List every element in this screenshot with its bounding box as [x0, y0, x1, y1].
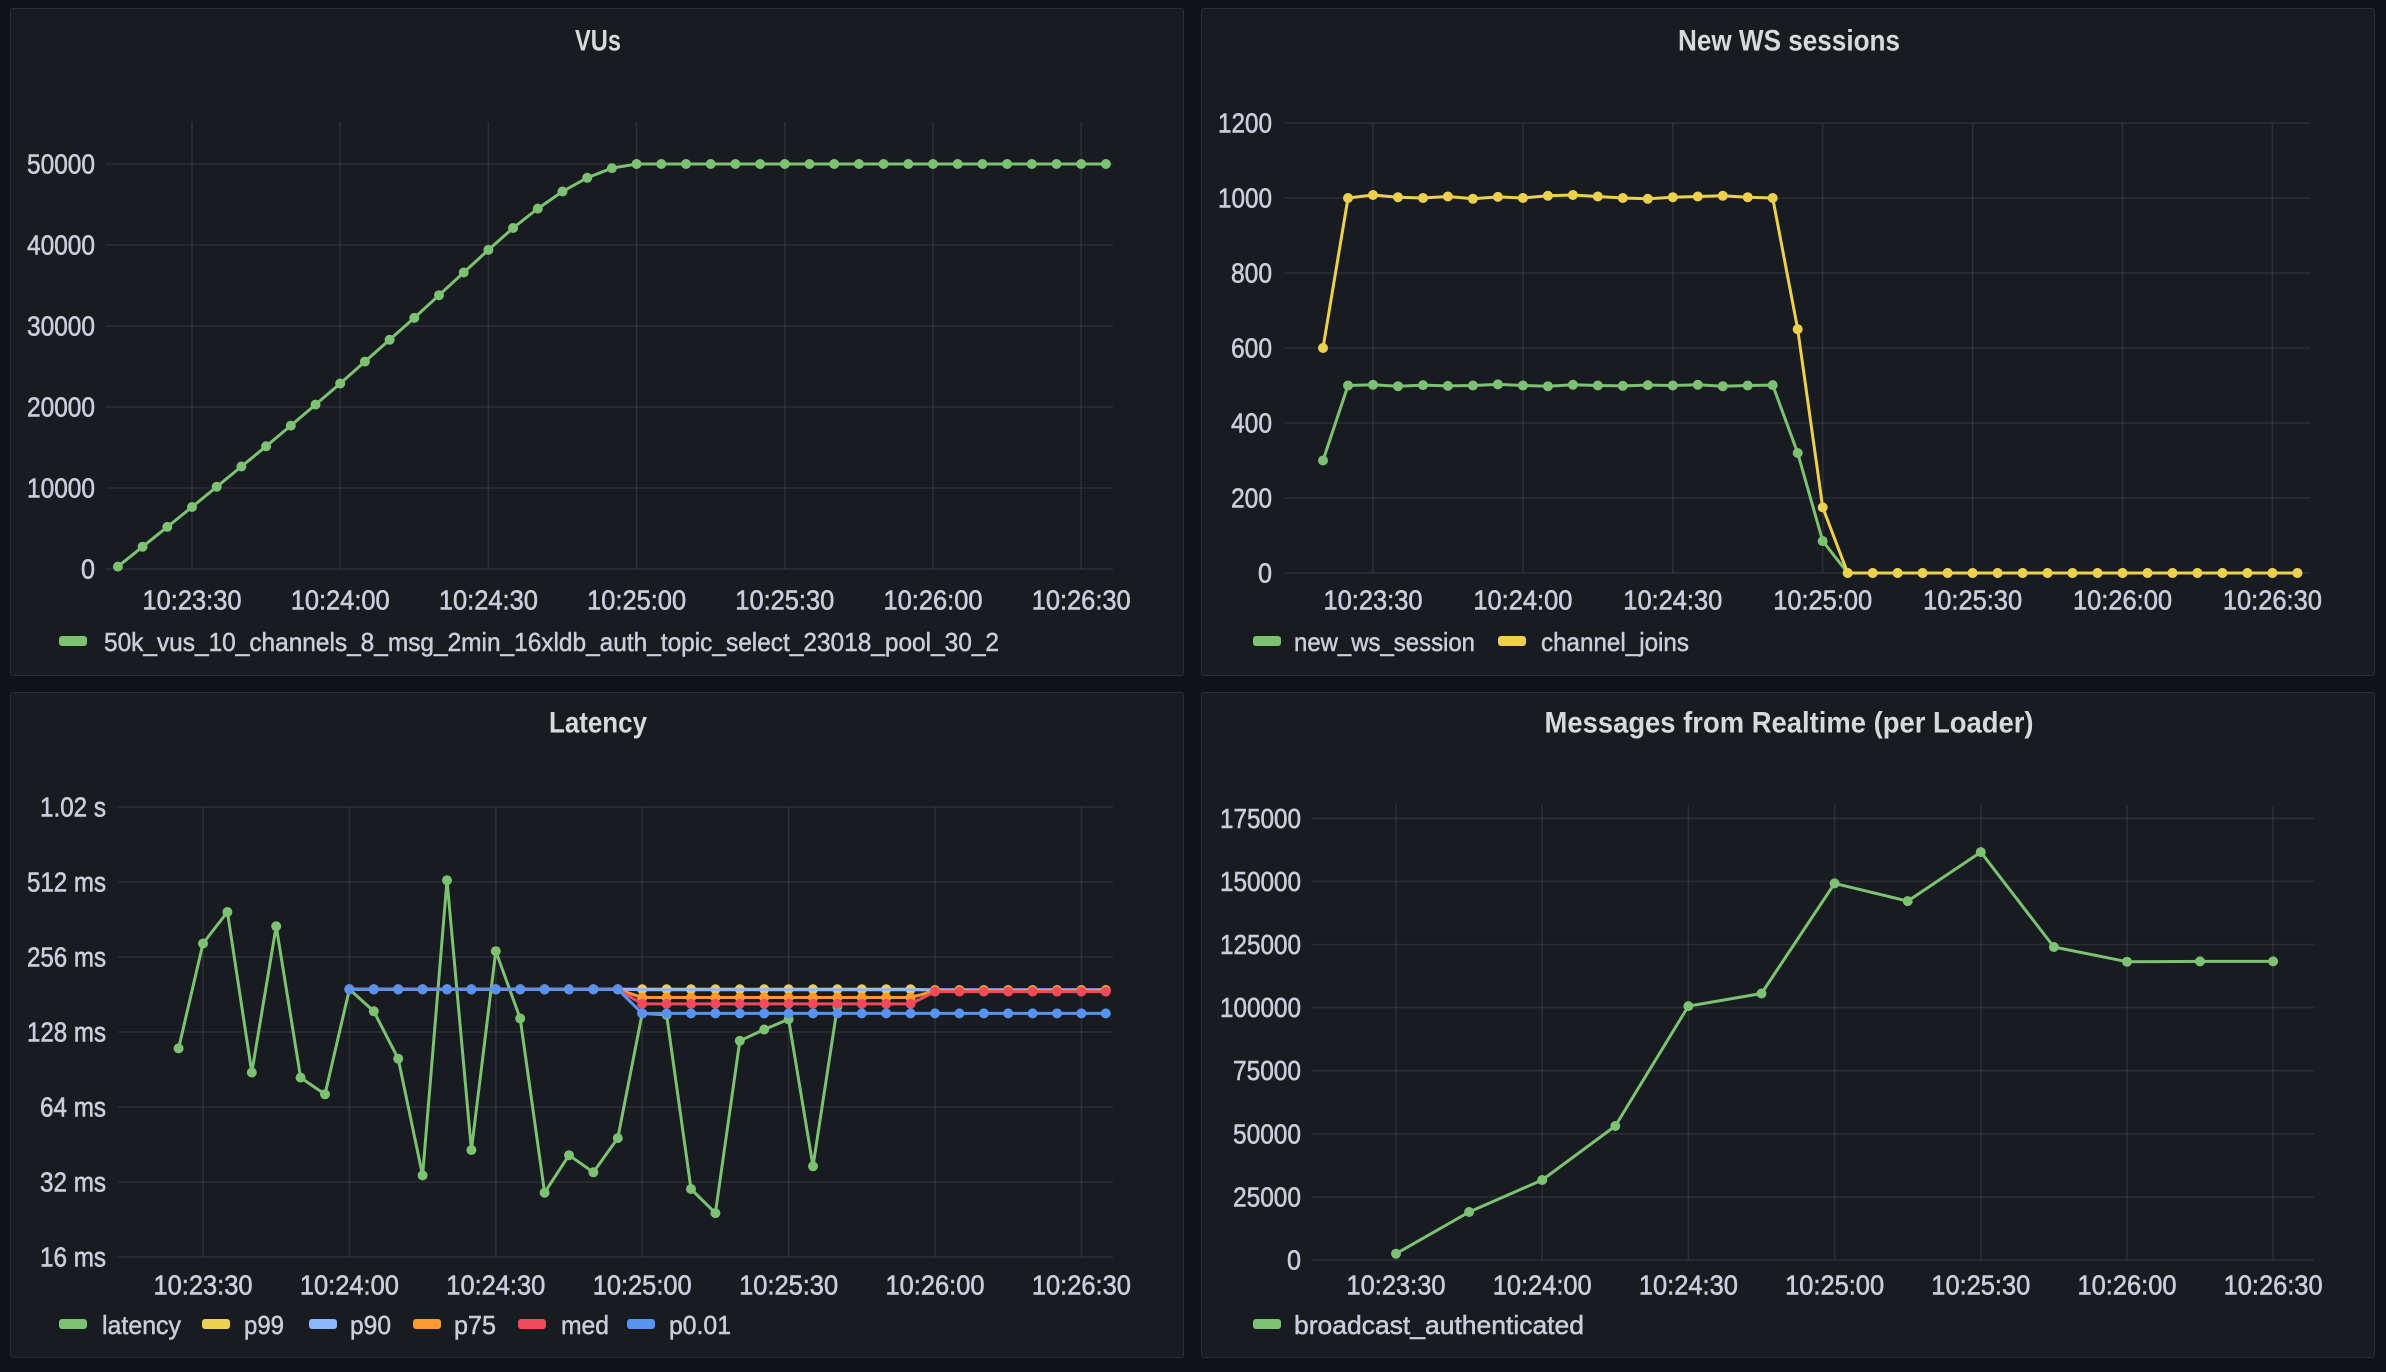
svg-text:10:23:30: 10:23:30	[143, 585, 242, 616]
svg-text:p0.01: p0.01	[669, 1310, 731, 1340]
svg-text:1200: 1200	[1218, 108, 1272, 139]
svg-text:VUs: VUs	[575, 25, 621, 58]
svg-text:10:26:30: 10:26:30	[2224, 1270, 2323, 1301]
svg-text:10:24:30: 10:24:30	[1623, 585, 1722, 616]
svg-text:40000: 40000	[27, 230, 95, 261]
svg-text:75000: 75000	[1233, 1055, 1301, 1086]
svg-text:10:25:00: 10:25:00	[587, 585, 686, 616]
svg-text:10:26:30: 10:26:30	[1032, 1270, 1131, 1301]
svg-text:800: 800	[1231, 258, 1272, 289]
svg-text:200: 200	[1231, 483, 1272, 514]
svg-text:10:25:00: 10:25:00	[593, 1270, 692, 1301]
svg-text:100000: 100000	[1220, 992, 1301, 1023]
svg-text:25000: 25000	[1233, 1181, 1301, 1212]
svg-text:10:26:00: 10:26:00	[886, 1270, 985, 1301]
svg-text:50k_vus_10_channels_8_msg_2min: 50k_vus_10_channels_8_msg_2min_16xldb_au…	[104, 627, 999, 657]
svg-text:New WS sessions: New WS sessions	[1678, 25, 1900, 58]
svg-text:10:24:30: 10:24:30	[1639, 1270, 1738, 1301]
svg-text:10:26:30: 10:26:30	[1032, 585, 1131, 616]
svg-text:10000: 10000	[27, 473, 95, 504]
svg-text:150000: 150000	[1220, 866, 1301, 897]
svg-text:10:25:30: 10:25:30	[1931, 1270, 2030, 1301]
svg-text:10:25:00: 10:25:00	[1785, 1270, 1884, 1301]
svg-text:0: 0	[1258, 558, 1272, 589]
svg-text:175000: 175000	[1220, 803, 1301, 834]
svg-text:10:24:30: 10:24:30	[446, 1270, 545, 1301]
svg-text:10:23:30: 10:23:30	[1347, 1270, 1446, 1301]
svg-text:1.02 s: 1.02 s	[40, 792, 106, 823]
svg-text:30000: 30000	[27, 311, 95, 342]
svg-text:10:24:30: 10:24:30	[439, 585, 538, 616]
svg-text:32 ms: 32 ms	[40, 1167, 106, 1198]
svg-text:50000: 50000	[1233, 1118, 1301, 1149]
svg-text:p99: p99	[244, 1310, 284, 1340]
svg-text:med: med	[561, 1310, 609, 1340]
svg-text:125000: 125000	[1220, 929, 1301, 960]
svg-text:10:25:00: 10:25:00	[1773, 585, 1872, 616]
svg-text:20000: 20000	[27, 392, 95, 423]
svg-text:0: 0	[81, 554, 95, 585]
svg-text:10:24:00: 10:24:00	[1493, 1270, 1592, 1301]
svg-text:10:23:30: 10:23:30	[1324, 585, 1423, 616]
svg-text:512 ms: 512 ms	[27, 867, 106, 898]
svg-text:p90: p90	[350, 1310, 391, 1340]
svg-text:channel_joins: channel_joins	[1541, 627, 1689, 657]
svg-text:10:24:00: 10:24:00	[300, 1270, 399, 1301]
svg-text:new_ws_session: new_ws_session	[1294, 627, 1475, 657]
svg-text:10:26:00: 10:26:00	[884, 585, 983, 616]
svg-text:0: 0	[1287, 1245, 1301, 1276]
svg-text:p75: p75	[454, 1310, 496, 1340]
svg-text:10:24:00: 10:24:00	[291, 585, 390, 616]
svg-text:1000: 1000	[1218, 183, 1272, 214]
svg-text:broadcast_authenticated: broadcast_authenticated	[1294, 1310, 1584, 1340]
svg-text:400: 400	[1231, 408, 1272, 439]
svg-text:10:23:30: 10:23:30	[154, 1270, 253, 1301]
svg-text:64 ms: 64 ms	[40, 1092, 106, 1123]
svg-text:10:26:30: 10:26:30	[2223, 585, 2322, 616]
svg-text:10:26:00: 10:26:00	[2073, 585, 2172, 616]
svg-text:Latency: Latency	[549, 707, 647, 740]
svg-text:10:24:00: 10:24:00	[1473, 585, 1572, 616]
svg-text:10:26:00: 10:26:00	[2078, 1270, 2177, 1301]
svg-text:50000: 50000	[27, 149, 95, 180]
svg-text:16 ms: 16 ms	[40, 1242, 106, 1273]
svg-text:256 ms: 256 ms	[27, 942, 106, 973]
svg-text:10:25:30: 10:25:30	[739, 1270, 838, 1301]
svg-text:Messages from Realtime (per Lo: Messages from Realtime (per Loader)	[1545, 707, 2034, 740]
svg-text:latency: latency	[102, 1310, 181, 1340]
svg-text:10:25:30: 10:25:30	[1923, 585, 2022, 616]
svg-text:600: 600	[1231, 333, 1272, 364]
svg-text:128 ms: 128 ms	[27, 1017, 106, 1048]
svg-text:10:25:30: 10:25:30	[735, 585, 834, 616]
